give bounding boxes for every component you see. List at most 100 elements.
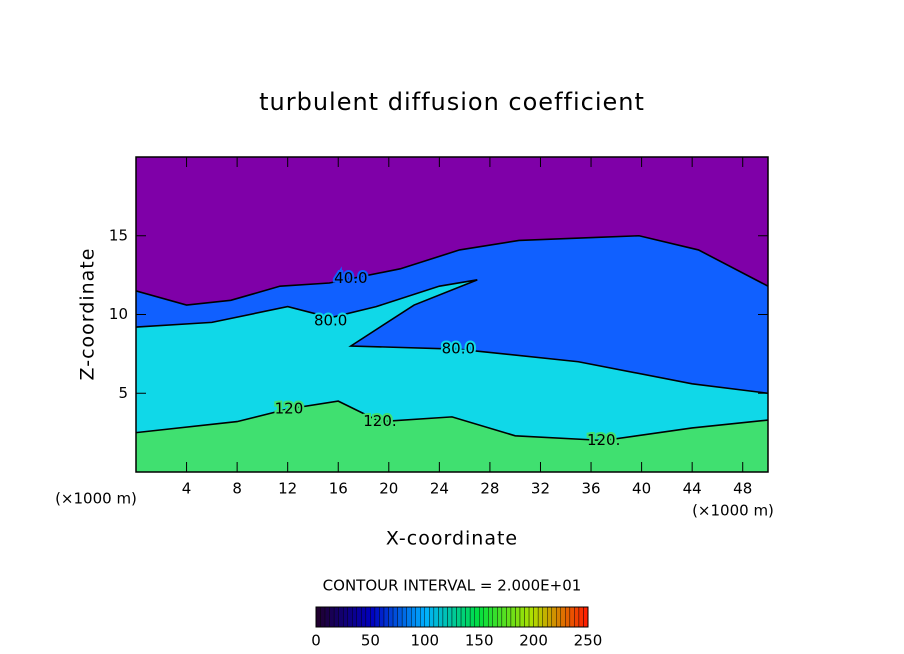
colorbar-cell	[456, 606, 462, 628]
colorbar-cell	[569, 606, 575, 628]
x-tick-label: 20	[379, 480, 398, 498]
x-tick-label: 40	[632, 480, 651, 498]
colorbar-tick-label: 0	[311, 632, 321, 650]
colorbar-tick-label: 100	[410, 632, 439, 650]
colorbar-cell	[433, 606, 439, 628]
contour-line	[136, 234, 768, 306]
colorbar-frame	[315, 606, 589, 628]
contour-label: 120	[275, 400, 304, 418]
colorbar-tick-label: 50	[361, 632, 380, 650]
x-tick-label: 8	[232, 480, 242, 498]
colorbar-cell	[401, 606, 407, 628]
colorbar-cell	[565, 606, 571, 628]
x-tick-label: 4	[182, 480, 192, 498]
colorbar-cell	[469, 606, 475, 628]
colorbar-cell	[578, 606, 584, 628]
colorbar-cell	[542, 606, 548, 628]
x-tick-label: 44	[683, 480, 702, 498]
colorbar-tick-label: 250	[574, 632, 603, 650]
colorbar-cell	[506, 606, 512, 628]
colorbar-cell	[315, 606, 321, 628]
colorbar-cell	[415, 606, 421, 628]
colorbar-cell	[397, 606, 403, 628]
colorbar-cell	[324, 606, 330, 628]
colorbar-cell	[383, 606, 389, 628]
colorbar-cell	[524, 606, 530, 628]
colorbar-cell	[547, 606, 552, 628]
x-tick-label: 28	[480, 480, 499, 498]
colorbar-cell	[492, 606, 498, 628]
colorbar-cell	[411, 606, 416, 628]
colorbar-cell	[501, 606, 507, 628]
contour-label: 120.	[363, 412, 396, 430]
x-tick-label: 24	[430, 480, 449, 498]
colorbar-cell	[333, 606, 339, 628]
contour-group: 40.0 80.0 80.0 120 120. 120.	[136, 234, 768, 472]
colorbar-cell	[474, 606, 480, 628]
x-tick-label: 48	[733, 480, 752, 498]
colorbar-cell	[356, 606, 362, 628]
colorbar-cell	[551, 606, 557, 628]
colorbar-cell	[497, 606, 503, 628]
contour-label: 40.0	[334, 269, 367, 287]
colorbar-cell	[583, 606, 589, 628]
colorbar-cell	[329, 606, 335, 628]
x-unit-label: (×1000 m)	[692, 502, 774, 520]
colorbar-cell	[429, 606, 435, 628]
colorbar-cell	[392, 606, 398, 628]
colorbar-cell	[374, 606, 380, 628]
colorbar-cell	[379, 606, 385, 628]
colorbar-tick-label: 150	[465, 632, 494, 650]
colorbar-cell	[465, 606, 471, 628]
colorbar-cell	[488, 606, 493, 628]
x-axis-title: X-coordinate	[386, 528, 518, 550]
colorbar-cell	[438, 606, 444, 628]
colorbar-cell	[519, 606, 525, 628]
colorbar-cell	[365, 606, 371, 628]
colorbar-cell	[451, 606, 457, 628]
contour-fill	[136, 401, 768, 472]
colorbar-cell	[370, 606, 376, 628]
y-tick-label: 5	[118, 384, 128, 402]
colorbar-cell	[406, 606, 412, 628]
y-tick-label: 15	[109, 226, 128, 244]
colorbar-cell	[338, 606, 344, 628]
colorbar-cell	[442, 606, 448, 628]
x-unit-label: (×1000 m)	[55, 490, 137, 508]
colorbar-cell	[574, 606, 580, 628]
colorbar-cell	[361, 606, 367, 628]
colorbar-cell	[447, 606, 453, 628]
colorbar-cell	[515, 606, 521, 628]
contour-line	[136, 400, 768, 442]
colorbar-cell	[460, 606, 466, 628]
colorbar-cell	[388, 606, 394, 628]
contour-label: 80.0	[314, 311, 347, 329]
contour-line	[136, 279, 768, 395]
colorbar-cell	[420, 606, 425, 628]
colorbar-cell	[556, 606, 561, 628]
y-axis-title: Z-coordinate	[77, 248, 99, 381]
colorbar-cell	[510, 606, 516, 628]
colorbar-cell	[343, 606, 348, 628]
contour-interval: CONTOUR INTERVAL = 2.000E+01	[323, 577, 582, 595]
colorbar-cell	[483, 606, 489, 628]
colorbar-cell	[424, 606, 430, 628]
x-tick-label: 32	[531, 480, 550, 498]
chart-title: turbulent diffusion coefficient	[259, 88, 645, 116]
colorbar-cell	[479, 606, 484, 628]
y-tick-label: 10	[109, 305, 128, 323]
colorbar-cell	[537, 606, 543, 628]
colorbar-cell	[528, 606, 534, 628]
x-tick-label: 16	[329, 480, 348, 498]
x-tick-label: 12	[278, 480, 297, 498]
colorbar-tick-label: 200	[519, 632, 548, 650]
colorbar-cell	[352, 606, 357, 628]
colorbar-cell	[533, 606, 539, 628]
colorbar-cell	[347, 606, 353, 628]
colorbar-cell	[560, 606, 566, 628]
x-tick-label: 36	[581, 480, 600, 498]
contour-label: 120.	[587, 431, 620, 449]
colorbar-cell	[320, 606, 326, 628]
